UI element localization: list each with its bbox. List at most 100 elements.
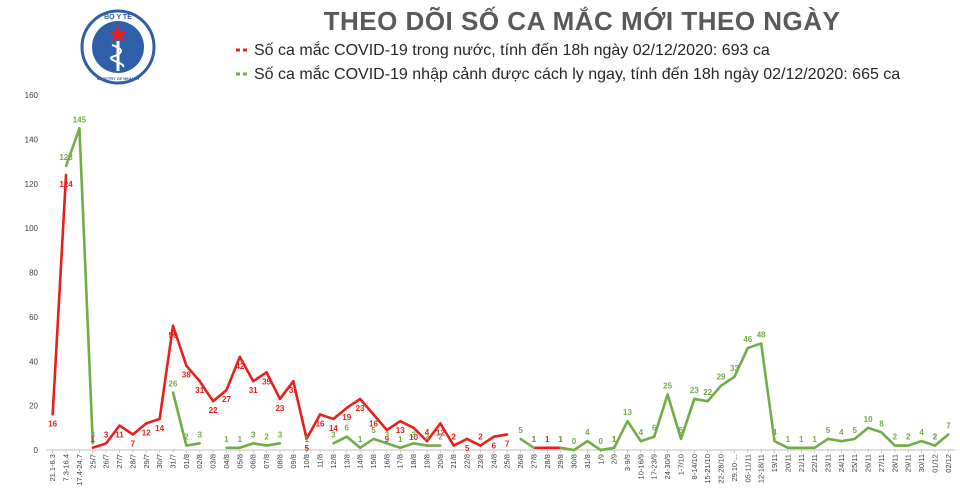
x-tick-label: 22/8 bbox=[463, 454, 472, 469]
data-label-0: 31 bbox=[195, 386, 204, 395]
series-point-1 bbox=[599, 448, 602, 452]
data-label-1: 6 bbox=[345, 424, 350, 433]
series-point-1 bbox=[639, 439, 643, 443]
series-point-1 bbox=[840, 439, 843, 443]
series-line-1 bbox=[64, 126, 95, 444]
y-tick-label: 40 bbox=[29, 357, 38, 366]
series-point-0 bbox=[145, 422, 148, 425]
series-line-1 bbox=[519, 437, 535, 449]
series-point-0 bbox=[225, 388, 228, 392]
data-label-1: 3 bbox=[331, 430, 336, 439]
data-label-0: 16 bbox=[48, 420, 57, 429]
series-point-0 bbox=[318, 413, 322, 416]
data-label-1: 4 bbox=[639, 428, 644, 437]
data-label-1: 5 bbox=[853, 426, 858, 435]
x-tick-label: 23/11 bbox=[824, 454, 833, 472]
data-label-1: 0 bbox=[599, 437, 604, 446]
series-point-0 bbox=[399, 419, 402, 423]
data-label-1: 1 bbox=[398, 435, 403, 444]
series-point-0 bbox=[278, 397, 282, 401]
x-tick-label: 17-23/9 bbox=[650, 454, 659, 479]
data-label-0: 2 bbox=[933, 433, 938, 442]
x-tick-label: 01/8 bbox=[182, 454, 191, 469]
x-tick-label: 26/7 bbox=[102, 454, 111, 469]
data-label-1: 1 bbox=[799, 435, 804, 444]
y-tick-label: 100 bbox=[25, 224, 39, 233]
series-point-1 bbox=[532, 446, 536, 449]
data-label-1: 1 bbox=[558, 435, 563, 444]
series-point-1 bbox=[519, 437, 522, 441]
series-point-0 bbox=[118, 424, 121, 427]
series-point-1 bbox=[439, 444, 442, 447]
x-tick-label: 16/8 bbox=[382, 454, 391, 469]
data-label-1: 3 bbox=[411, 430, 416, 439]
series-point-1 bbox=[265, 444, 268, 447]
x-tick-label: 20/11 bbox=[783, 454, 792, 472]
series-point-1 bbox=[679, 437, 683, 441]
series-point-0 bbox=[452, 444, 455, 447]
series-point-1 bbox=[198, 442, 201, 445]
series-point-1 bbox=[773, 439, 776, 443]
x-tick-label: 30/8 bbox=[570, 454, 579, 469]
x-tick-label: 29/8 bbox=[556, 454, 565, 469]
x-tick-label: 24-30/9 bbox=[663, 454, 672, 479]
data-label-0: 13 bbox=[396, 426, 405, 435]
data-label-1: 4 bbox=[919, 428, 924, 437]
x-tick-label: 06/8 bbox=[249, 454, 258, 469]
x-tick-label: 12/8 bbox=[329, 454, 338, 469]
data-label-1: 3 bbox=[198, 430, 203, 439]
series-point-0 bbox=[91, 446, 94, 449]
data-label-0: 27 bbox=[222, 395, 231, 404]
x-tick-label: 01/12 bbox=[930, 454, 939, 473]
series-point-0 bbox=[546, 446, 549, 449]
series-point-0 bbox=[425, 439, 429, 443]
y-tick-label: 80 bbox=[29, 269, 38, 278]
series-line-0 bbox=[92, 324, 508, 450]
series-point-1 bbox=[64, 164, 68, 168]
legend-item-domestic: Số ca mắc COVID-19 trong nước, tính đến … bbox=[236, 40, 770, 59]
data-label-1: 25 bbox=[663, 382, 672, 391]
data-label-1: 4 bbox=[585, 428, 590, 437]
x-tick-label: 27/8 bbox=[529, 454, 538, 469]
series-point-0 bbox=[439, 422, 442, 425]
data-label-1: 2 bbox=[933, 433, 938, 442]
series-point-1 bbox=[425, 444, 429, 447]
data-label-1: 1 bbox=[612, 435, 617, 444]
data-label-0: 19 bbox=[342, 413, 351, 422]
data-label-1: 0 bbox=[572, 437, 577, 446]
x-tick-label: 18/8 bbox=[409, 454, 418, 469]
chart-title: THEO DÕI SỐ CA MẮC MỚI THEO NGÀY bbox=[324, 6, 841, 36]
data-label-1: 46 bbox=[743, 335, 752, 344]
data-label-0: 16 bbox=[369, 420, 378, 429]
legend-label-imported: Số ca mắc COVID-19 nhập cảnh được cách l… bbox=[254, 64, 900, 83]
series-point-1 bbox=[332, 442, 335, 445]
x-tick-label: 24/11 bbox=[837, 454, 846, 472]
x-tick-label: 29.10-... bbox=[730, 454, 739, 482]
data-label-1: 3 bbox=[278, 430, 283, 439]
data-label-1: 26 bbox=[169, 379, 178, 388]
snake-icon bbox=[109, 44, 125, 68]
x-tick-label: 2/9 bbox=[610, 454, 619, 464]
y-tick-label: 160 bbox=[25, 91, 39, 100]
data-label-1: 10 bbox=[864, 415, 873, 424]
series-point-0 bbox=[64, 173, 68, 177]
data-label-0: 1 bbox=[612, 435, 617, 444]
data-label-0: 1 bbox=[558, 435, 563, 444]
x-tick-label: 25/11 bbox=[850, 454, 859, 472]
data-label-1: 13 bbox=[623, 408, 632, 417]
x-tick-label: 15/8 bbox=[369, 454, 378, 469]
x-tick-label: 27/7 bbox=[115, 454, 124, 469]
series-point-1 bbox=[251, 442, 255, 445]
data-label-0: 3 bbox=[104, 430, 109, 439]
x-tick-label: 19/11 bbox=[770, 454, 779, 472]
data-label-0: 7 bbox=[131, 439, 136, 448]
legend-label-domestic: Số ca mắc COVID-19 trong nước, tính đến … bbox=[254, 40, 770, 59]
series-point-1 bbox=[572, 448, 576, 452]
series-point-0 bbox=[185, 364, 188, 367]
series-point-1 bbox=[358, 446, 362, 449]
data-label-0: 2 bbox=[478, 433, 483, 442]
series-point-1 bbox=[786, 446, 790, 449]
data-label-0: 1 bbox=[545, 435, 550, 444]
x-tick-label: 31/7 bbox=[168, 454, 177, 469]
